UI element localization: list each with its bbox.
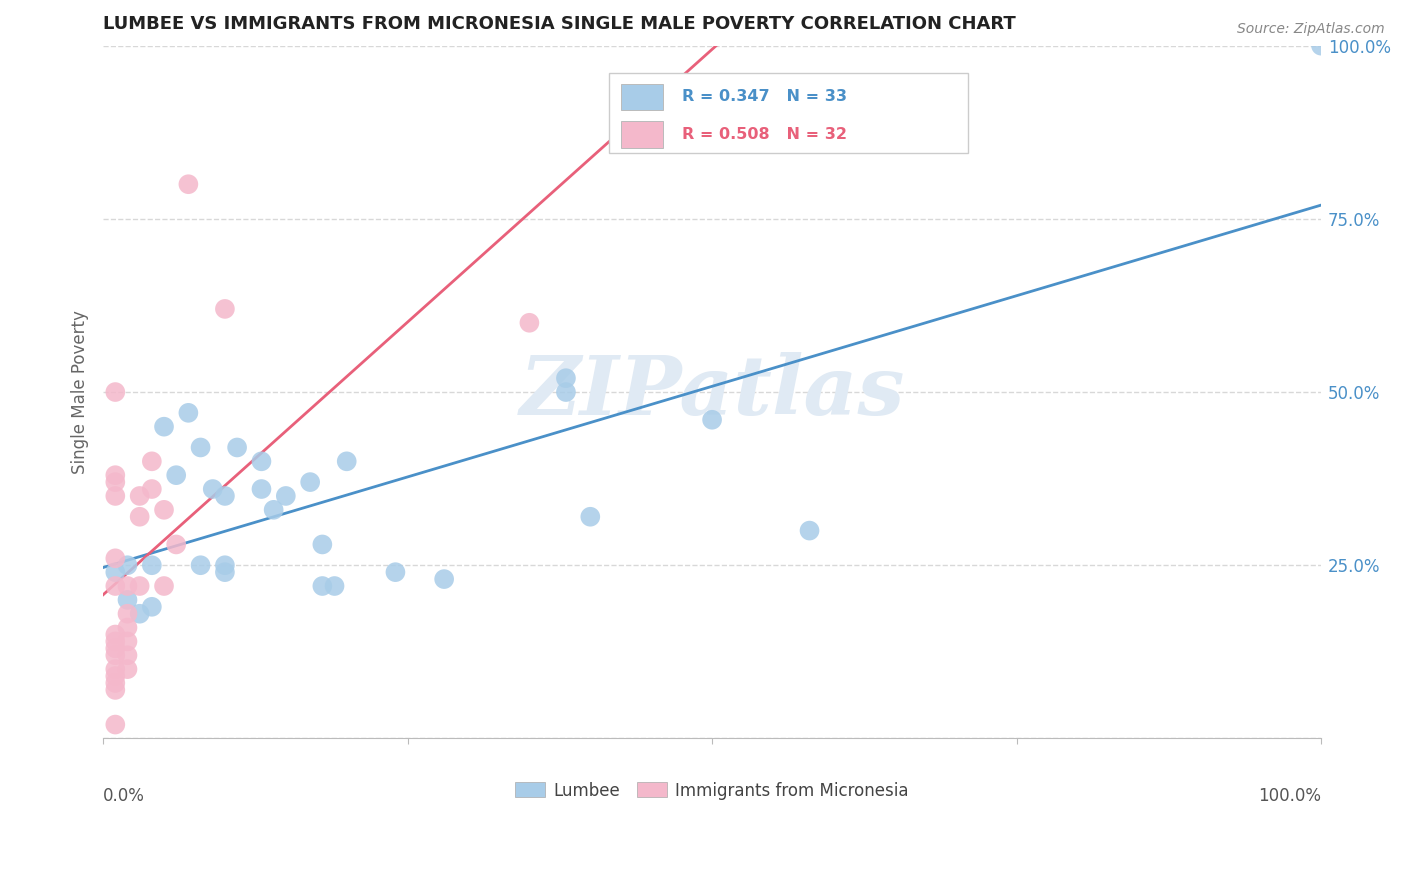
- Point: [104, 669, 127, 683]
- Point: [555, 385, 578, 400]
- Point: [177, 406, 200, 420]
- Point: [153, 579, 176, 593]
- FancyBboxPatch shape: [620, 121, 664, 147]
- Point: [214, 489, 236, 503]
- Point: [299, 475, 322, 489]
- Point: [128, 509, 150, 524]
- Point: [104, 489, 127, 503]
- Legend: Lumbee, Immigrants from Micronesia: Lumbee, Immigrants from Micronesia: [509, 775, 915, 806]
- Point: [104, 676, 127, 690]
- Point: [214, 565, 236, 579]
- Point: [104, 641, 127, 656]
- Text: R = 0.508   N = 32: R = 0.508 N = 32: [682, 127, 846, 142]
- Text: R = 0.347   N = 33: R = 0.347 N = 33: [682, 89, 846, 104]
- FancyBboxPatch shape: [609, 73, 967, 153]
- Point: [384, 565, 406, 579]
- Point: [263, 503, 285, 517]
- Point: [104, 551, 127, 566]
- Point: [799, 524, 821, 538]
- FancyBboxPatch shape: [620, 84, 664, 110]
- Point: [104, 475, 127, 489]
- Point: [153, 503, 176, 517]
- Point: [177, 178, 200, 192]
- Point: [104, 565, 127, 579]
- Point: [1310, 38, 1333, 53]
- Point: [323, 579, 346, 593]
- Point: [141, 454, 163, 468]
- Point: [141, 482, 163, 496]
- Point: [226, 441, 249, 455]
- Text: 0.0%: 0.0%: [103, 787, 145, 805]
- Point: [165, 468, 187, 483]
- Point: [519, 316, 541, 330]
- Point: [165, 537, 187, 551]
- Point: [336, 454, 359, 468]
- Point: [117, 621, 139, 635]
- Point: [250, 454, 273, 468]
- Point: [190, 558, 212, 573]
- Text: Source: ZipAtlas.com: Source: ZipAtlas.com: [1237, 22, 1385, 37]
- Point: [117, 558, 139, 573]
- Point: [104, 468, 127, 483]
- Text: 100.0%: 100.0%: [1258, 787, 1322, 805]
- Point: [104, 648, 127, 663]
- Point: [104, 579, 127, 593]
- Point: [104, 717, 127, 731]
- Point: [117, 634, 139, 648]
- Point: [311, 579, 333, 593]
- Point: [274, 489, 297, 503]
- Point: [214, 558, 236, 573]
- Point: [250, 482, 273, 496]
- Point: [117, 662, 139, 676]
- Point: [555, 371, 578, 385]
- Point: [117, 579, 139, 593]
- Point: [201, 482, 224, 496]
- Point: [117, 607, 139, 621]
- Point: [433, 572, 456, 586]
- Point: [190, 441, 212, 455]
- Text: ZIPatlas: ZIPatlas: [519, 352, 905, 432]
- Point: [141, 599, 163, 614]
- Point: [214, 301, 236, 316]
- Point: [141, 558, 163, 573]
- Point: [128, 607, 150, 621]
- Point: [117, 593, 139, 607]
- Point: [579, 509, 602, 524]
- Point: [104, 385, 127, 400]
- Point: [117, 648, 139, 663]
- Text: LUMBEE VS IMMIGRANTS FROM MICRONESIA SINGLE MALE POVERTY CORRELATION CHART: LUMBEE VS IMMIGRANTS FROM MICRONESIA SIN…: [103, 15, 1017, 33]
- Point: [104, 627, 127, 641]
- Point: [104, 682, 127, 697]
- Point: [311, 537, 333, 551]
- Point: [128, 489, 150, 503]
- Point: [128, 579, 150, 593]
- Point: [104, 634, 127, 648]
- Point: [700, 413, 723, 427]
- Point: [153, 419, 176, 434]
- Y-axis label: Single Male Poverty: Single Male Poverty: [72, 310, 89, 474]
- Point: [104, 662, 127, 676]
